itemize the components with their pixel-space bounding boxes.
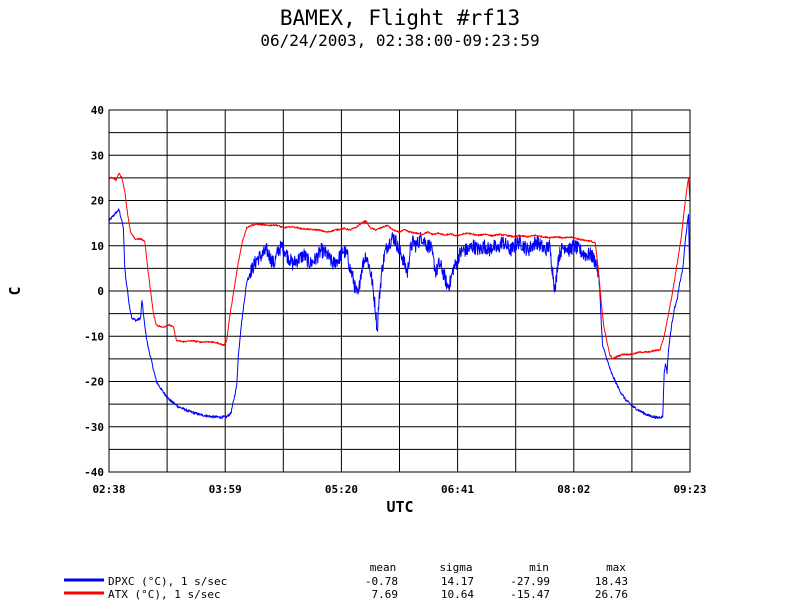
y-tick-labels: 40 30 20 10 0 -10 -20 -30 -40 [84,104,104,479]
x-tick-label: 05:20 [325,483,358,496]
y-tick-label: -40 [84,466,104,479]
x-tick-label: 02:38 [92,483,125,496]
stat-atx-min: -15.47 [510,588,550,601]
series-line-atx [109,172,690,360]
x-tick-label: 06:41 [441,483,474,496]
stats-header-sigma: sigma [439,561,472,574]
legend: mean sigma min max DPXC (°C), 1 s/sec -0… [64,561,628,601]
y-tick-label: 30 [91,149,104,162]
y-tick-label: -10 [84,330,104,343]
stats-header-min: min [529,561,549,574]
y-tick-label: 20 [91,195,104,208]
stat-dpxc-max: 18.43 [595,575,628,588]
x-tick-labels: 02:38 03:59 05:20 06:41 08:02 09:23 [92,483,706,496]
stat-atx-mean: 7.69 [372,588,399,601]
stat-atx-sigma: 10.64 [441,588,474,601]
stats-header-mean: mean [370,561,397,574]
x-axis-label: UTC [386,498,413,516]
y-tick-label: -30 [84,421,104,434]
chart-title: BAMEX, Flight #rf13 [280,6,520,30]
legend-label-atx: ATX (°C), 1 s/sec [108,588,221,601]
stat-atx-max: 26.76 [595,588,628,601]
y-axis-label: C [6,286,24,295]
stat-dpxc-min: -27.99 [510,575,550,588]
x-tick-label: 08:02 [557,483,590,496]
x-tick-label: 03:59 [209,483,242,496]
stat-dpxc-sigma: 14.17 [441,575,474,588]
chart-subtitle: 06/24/2003, 02:38:00-09:23:59 [260,31,539,50]
y-tick-label: -20 [84,376,104,389]
grid [109,110,690,472]
legend-label-dpxc: DPXC (°C), 1 s/sec [108,575,227,588]
series-line-dpxc [109,208,690,420]
y-tick-label: 40 [91,104,104,117]
stat-dpxc-mean: -0.78 [365,575,398,588]
y-tick-label: 0 [97,285,104,298]
y-tick-label: 10 [91,240,104,253]
plot-frame [108,109,691,473]
series-group [109,172,690,420]
x-tick-label: 09:23 [673,483,706,496]
stats-header-max: max [606,561,626,574]
